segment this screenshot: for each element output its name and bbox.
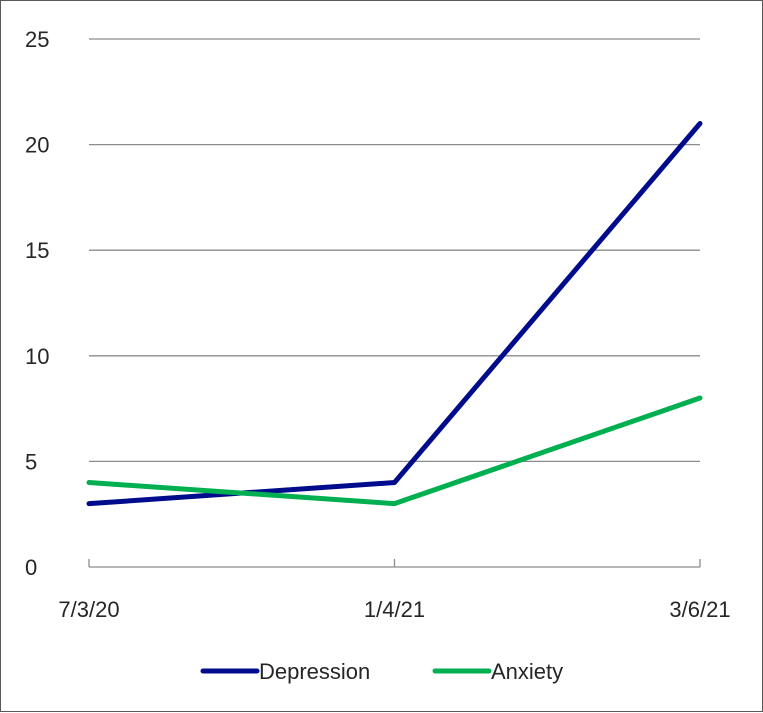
x-tick-label: 7/3/20 [58, 597, 119, 622]
x-tick-label: 1/4/21 [364, 597, 425, 622]
series-line-depression [89, 123, 700, 503]
legend-label-depression: Depression [259, 659, 370, 684]
y-axis-labels: 0 5 10 15 20 25 [25, 27, 49, 580]
y-tick-label: 5 [25, 449, 37, 474]
x-tick-label: 3/6/21 [669, 597, 730, 622]
series-line-anxiety [89, 398, 700, 504]
y-tick-label: 10 [25, 344, 49, 369]
gridlines [89, 39, 700, 461]
x-axis [89, 559, 700, 567]
legend: Depression Anxiety [203, 659, 563, 684]
y-tick-label: 20 [25, 133, 49, 158]
series-lines [89, 123, 700, 503]
y-tick-label: 25 [25, 27, 49, 52]
legend-label-anxiety: Anxiety [491, 659, 563, 684]
y-tick-label: 15 [25, 238, 49, 263]
y-tick-label: 0 [25, 555, 37, 580]
x-axis-labels: 7/3/20 1/4/21 3/6/21 [58, 597, 730, 622]
